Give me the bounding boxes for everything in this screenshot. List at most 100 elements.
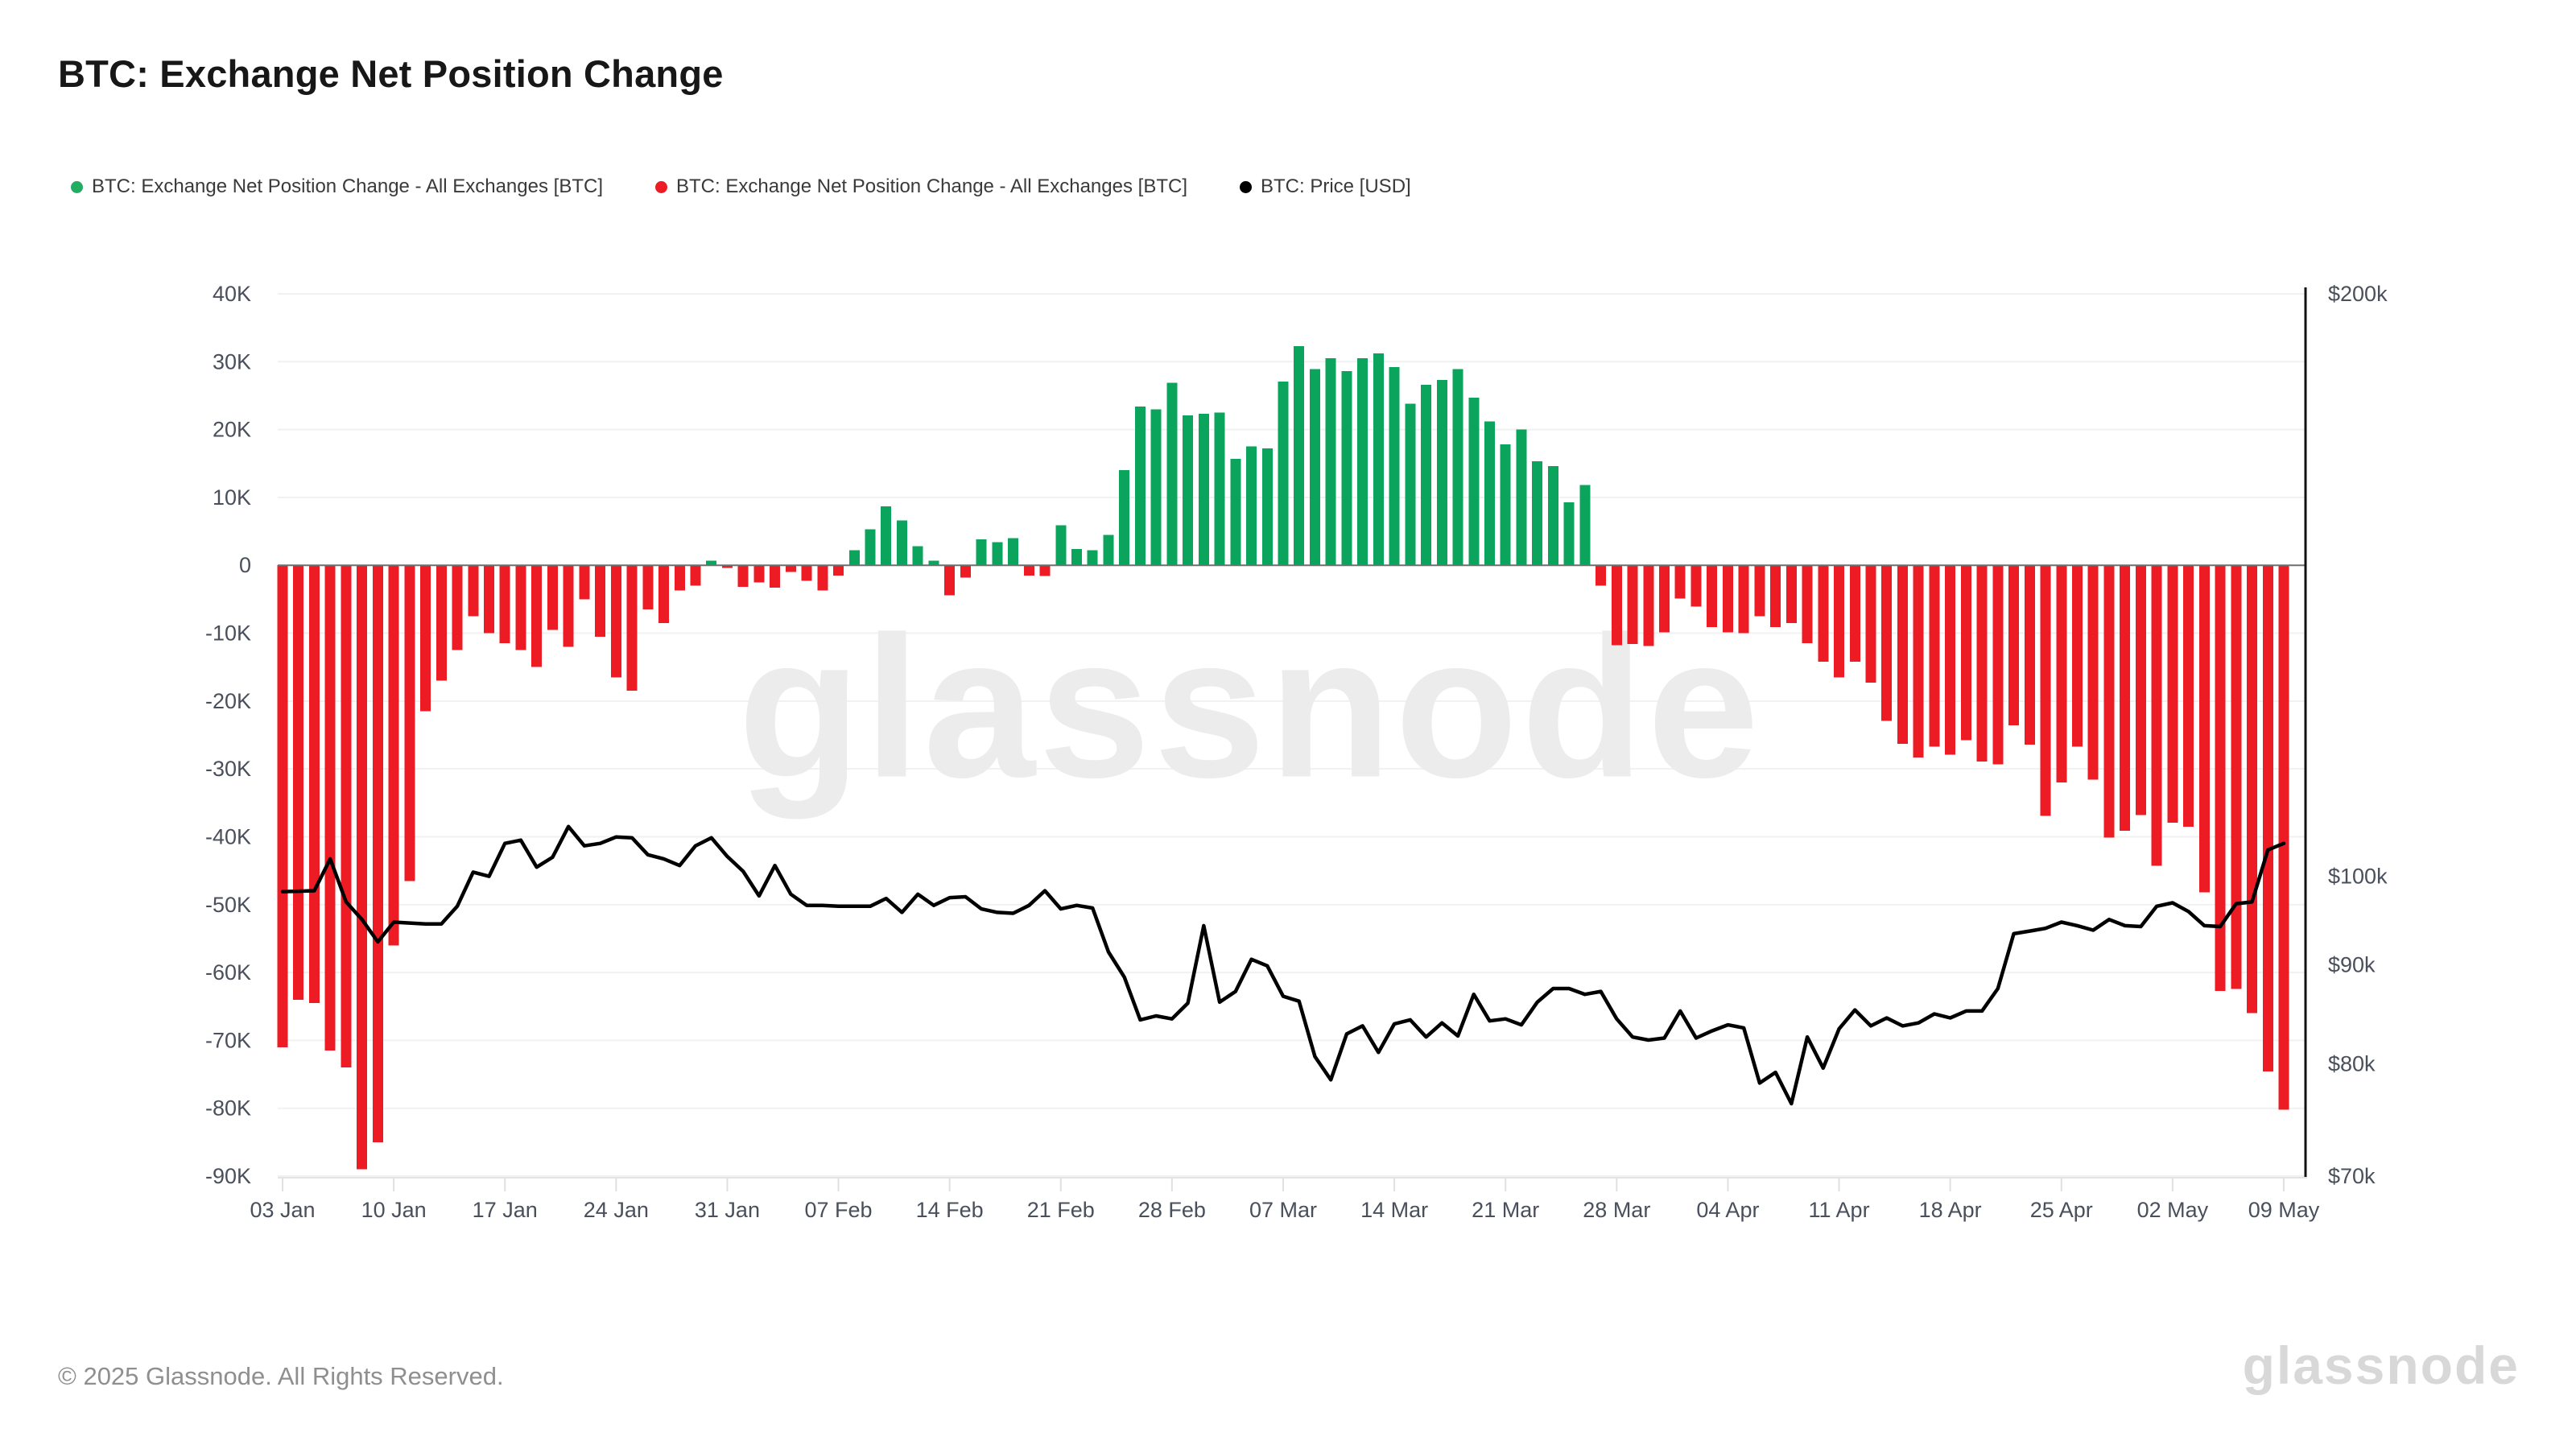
bar (1405, 403, 1416, 566)
x-tick-label: 21 Mar (1472, 1198, 1539, 1222)
bar (1865, 565, 1876, 683)
x-tick-label: 07 Feb (805, 1198, 873, 1222)
x-tick-label: 28 Feb (1138, 1198, 1206, 1222)
bar (770, 565, 781, 588)
legend-item-net-position-inflow[interactable]: BTC: Exchange Net Position Change - All … (71, 175, 603, 198)
y-tick-label-left: -60K (205, 960, 251, 985)
bar (547, 565, 558, 630)
bar (1834, 565, 1845, 678)
y-tick-label-right: $100k (2328, 865, 2388, 889)
y-tick-label-right: $70k (2328, 1164, 2376, 1188)
y-tick-label-left: 10K (213, 485, 251, 510)
bar (1023, 565, 1034, 576)
bar (2040, 565, 2051, 816)
x-tick-label: 11 Apr (1809, 1198, 1870, 1222)
bar (2120, 565, 2131, 831)
bar (1309, 369, 1320, 566)
bar (1722, 565, 1733, 633)
bar (1674, 565, 1686, 599)
bar (1754, 565, 1765, 617)
y-tick-label-left: 40K (213, 282, 251, 306)
glassnode-logo: glassnode (2242, 1335, 2520, 1395)
bar (1261, 448, 1273, 566)
y-tick-label-left: -70K (205, 1028, 251, 1052)
red-dot-icon (655, 180, 667, 193)
x-tick-label: 17 Jan (473, 1198, 538, 1222)
x-tick-label: 03 Jan (250, 1198, 315, 1222)
bar (1389, 367, 1400, 566)
bar (1278, 381, 1289, 566)
legend-item-net-position-outflow[interactable]: BTC: Exchange Net Position Change - All … (655, 175, 1187, 198)
x-tick-label: 25 Apr (2030, 1198, 2093, 1222)
bar (928, 560, 939, 566)
bar (737, 565, 749, 588)
bar (2151, 565, 2162, 866)
bar (531, 565, 543, 667)
green-dot-icon (71, 180, 83, 193)
bar (1611, 565, 1622, 646)
bar (753, 565, 765, 583)
bar (1563, 502, 1575, 566)
bar (2008, 565, 2020, 726)
x-tick-label: 28 Mar (1583, 1198, 1650, 1222)
bar (1992, 565, 2004, 765)
bar (436, 565, 447, 681)
y-tick-label-right: $80k (2328, 1052, 2376, 1076)
bar (658, 565, 670, 623)
bar (1246, 446, 1257, 566)
bar (1802, 565, 1813, 644)
bar (595, 565, 606, 637)
bar (881, 506, 892, 566)
bar (1134, 406, 1146, 566)
bar (1627, 565, 1638, 645)
bar (817, 565, 828, 591)
bar (2167, 565, 2178, 823)
bar (976, 539, 987, 566)
bar (1579, 485, 1591, 566)
x-tick-label: 07 Mar (1249, 1198, 1317, 1222)
bar (483, 565, 494, 634)
black-dot-icon (1240, 180, 1252, 193)
bar (2087, 565, 2099, 780)
bar (452, 565, 463, 650)
x-tick-label: 24 Jan (584, 1198, 649, 1222)
x-tick-label: 04 Apr (1696, 1198, 1759, 1222)
bar (388, 565, 399, 946)
bar (1897, 565, 1908, 744)
bar (277, 565, 288, 1047)
y-tick-label-left: -40K (205, 824, 251, 848)
y-tick-label-left: -10K (205, 621, 251, 646)
bar (1929, 565, 1940, 747)
bar (1357, 358, 1368, 566)
bar (1325, 358, 1336, 566)
bar (1230, 458, 1241, 566)
legend-item-price[interactable]: BTC: Price [USD] (1240, 175, 1411, 198)
bar (960, 565, 971, 578)
x-tick-label: 02 May (2137, 1198, 2209, 1222)
bar (499, 565, 510, 644)
x-tick-label: 10 Jan (361, 1198, 427, 1222)
bar (1770, 565, 1781, 627)
bar (1421, 384, 1432, 566)
bar (1785, 565, 1797, 623)
bar (293, 565, 304, 1000)
legend-item-label: BTC: Exchange Net Position Change - All … (92, 175, 603, 197)
bar (420, 565, 431, 712)
bar (1183, 415, 1194, 566)
bar (1198, 414, 1209, 566)
bar (2024, 565, 2035, 745)
bar (1547, 466, 1558, 566)
bar (2103, 565, 2115, 838)
bar (404, 565, 415, 881)
bar (865, 529, 876, 566)
x-tick-label: 18 Apr (1919, 1198, 1982, 1222)
bar (912, 546, 923, 566)
bar (1596, 565, 1607, 586)
y-tick-label-left: -80K (205, 1096, 251, 1121)
bar (785, 565, 796, 572)
bar (1913, 565, 1924, 758)
page-title: BTC: Exchange Net Position Change (58, 52, 724, 95)
bar (1945, 565, 1956, 755)
bar (642, 565, 654, 610)
